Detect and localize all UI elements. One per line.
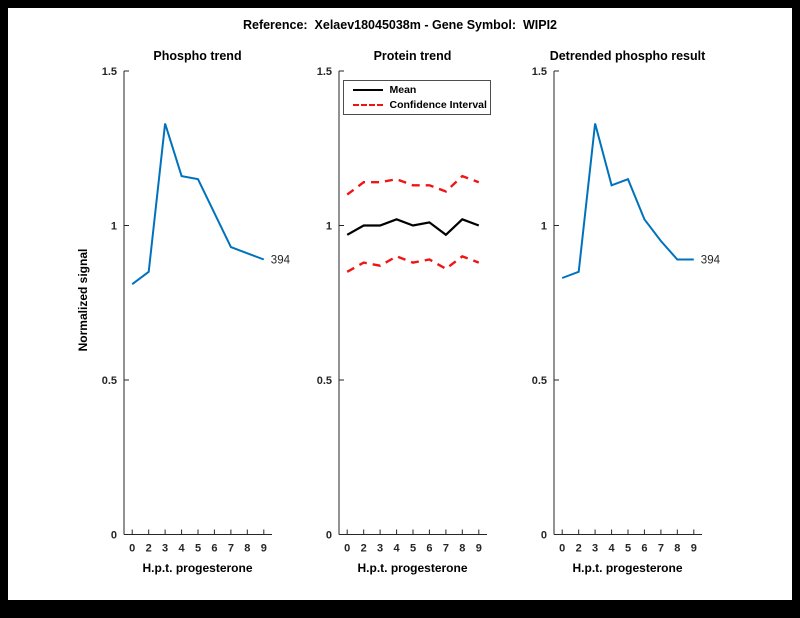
confidence-interval-upper-line (345, 174, 479, 196)
x-axis-label: H.p.t. progesterone (357, 561, 468, 575)
x-tick-label: 3 (592, 543, 598, 555)
legend: Mean Confidence Interval (342, 80, 491, 115)
legend-label-confidence-interval: Confidence Interval (389, 99, 487, 111)
y-tick-label: 1.5 (316, 66, 331, 78)
mean-line-swatch (352, 89, 383, 91)
y-tick-label: 0 (325, 530, 331, 542)
x-tick-label: 7 (657, 543, 663, 555)
x-tick-label: 4 (393, 543, 400, 555)
chart-title-protein-trend: Protein trend (373, 49, 452, 63)
x-tick-label: 0 (559, 543, 565, 555)
x-tick-label: 2 (360, 543, 366, 555)
x-tick-label: 3 (162, 543, 168, 555)
y-tick-label: 1.5 (101, 66, 116, 78)
figure-title: Reference: Xelaev18045038m - Gene Symbol… (242, 18, 558, 32)
x-tick-label: 7 (442, 543, 448, 555)
x-tick-label: 0 (344, 543, 350, 555)
x-tick-label: 4 (178, 543, 185, 555)
x-tick-label: 8 (674, 543, 680, 555)
protein-trend-chart: Protein trend 0 0.5 1 1.5 0 2 3 4 5 6 7 8 9 Mean Con… (299, 40, 527, 592)
x-tick-label: 6 (426, 543, 432, 555)
x-tick-label: 2 (145, 543, 151, 555)
legend-label-mean: Mean (389, 84, 417, 96)
y-tick-label: 1 (110, 221, 116, 233)
y-tick-label: 0.5 (316, 375, 331, 387)
series-end-label: 394 (270, 255, 290, 267)
figure-canvas: Reference: Xelaev18045038m - Gene Symbol… (8, 8, 792, 600)
phospho-trend-chart: Phospho trend 0 0.5 1 1.5 0 2 3 4 5 6 7 8 9 394 H.p.t… (84, 40, 312, 592)
confidence-interval-line-swatch (352, 104, 383, 106)
chart-title-phospho-trend: Phospho trend (153, 49, 242, 63)
y-tick-label: 0 (540, 530, 546, 542)
y-tick-label: 1.5 (531, 66, 546, 78)
phospho-signal-line (131, 123, 264, 285)
x-tick-label: 8 (244, 543, 250, 555)
x-tick-label: 5 (194, 543, 200, 555)
confidence-interval-lower-line (346, 255, 479, 273)
mean-line (346, 218, 479, 237)
x-tick-label: 9 (690, 543, 696, 555)
x-tick-label: 7 (227, 543, 233, 555)
x-tick-label: 2 (575, 543, 581, 555)
series-end-label: 394 (700, 255, 720, 267)
y-tick-label: 1 (325, 221, 331, 233)
x-tick-label: 6 (211, 543, 217, 555)
detrended-phospho-signal-line (561, 123, 694, 279)
y-tick-label: 0.5 (531, 375, 546, 387)
x-tick-label: 6 (641, 543, 647, 555)
x-tick-label: 4 (608, 543, 615, 555)
x-tick-label: 0 (129, 543, 135, 555)
y-tick-label: 0.5 (101, 375, 116, 387)
chart-title-detrended-phospho: Detrended phospho result (549, 49, 706, 63)
y-tick-label: 1 (540, 221, 546, 233)
protein-trend-plot: 00.511.50 2 3 4 5 6 7 8 9 (316, 66, 487, 555)
x-tick-label: 3 (377, 543, 383, 555)
x-tick-label: 5 (624, 543, 630, 555)
x-tick-label: 9 (260, 543, 266, 555)
detrended-phospho-chart: Detrended phospho result 0 0.5 1 1.5 0 2 3 4 5 6 7… (514, 40, 742, 592)
y-tick-label: 0 (110, 530, 116, 542)
legend-item-mean: Mean (344, 84, 490, 96)
x-tick-label: 5 (409, 543, 415, 555)
x-tick-label: 8 (459, 543, 465, 555)
x-axis-label: H.p.t. progesterone (572, 561, 683, 575)
legend-item-confidence-interval: Confidence Interval (344, 99, 490, 111)
x-tick-label: 9 (475, 543, 481, 555)
x-axis-label: H.p.t. progesterone (142, 561, 253, 575)
